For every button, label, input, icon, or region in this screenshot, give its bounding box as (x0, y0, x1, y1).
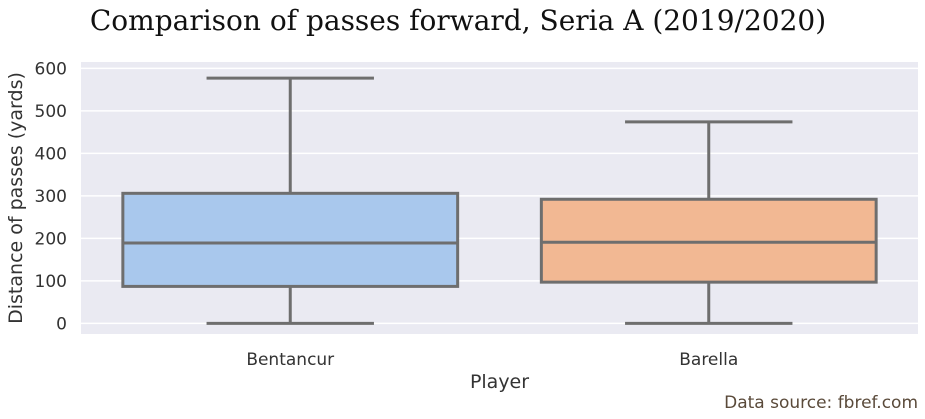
chart-title: Comparison of passes forward, Seria A (2… (90, 4, 826, 37)
x-axis-ticks: Bentancur Barella (246, 350, 738, 370)
y-tick-label: 0 (56, 314, 67, 334)
y-axis-ticks: 0 100 200 300 400 500 600 (35, 59, 67, 334)
data-source-note: Data source: fbref.com (724, 393, 918, 413)
y-tick-label: 200 (35, 229, 67, 249)
x-tick-label: Barella (679, 350, 738, 370)
x-tick-label: Bentancur (246, 350, 334, 370)
y-tick-label: 400 (35, 144, 67, 164)
y-axis-label: Distance of passes (yards) (5, 72, 27, 324)
box-bentancur (121, 76, 460, 325)
boxes (121, 76, 878, 325)
y-tick-label: 300 (35, 187, 67, 207)
y-tick-label: 500 (35, 102, 67, 122)
box-barella (539, 120, 878, 325)
iqr-box (121, 191, 460, 288)
y-tick-label: 100 (35, 272, 67, 292)
y-tick-label: 600 (35, 59, 67, 79)
x-axis-label: Player (470, 371, 529, 393)
